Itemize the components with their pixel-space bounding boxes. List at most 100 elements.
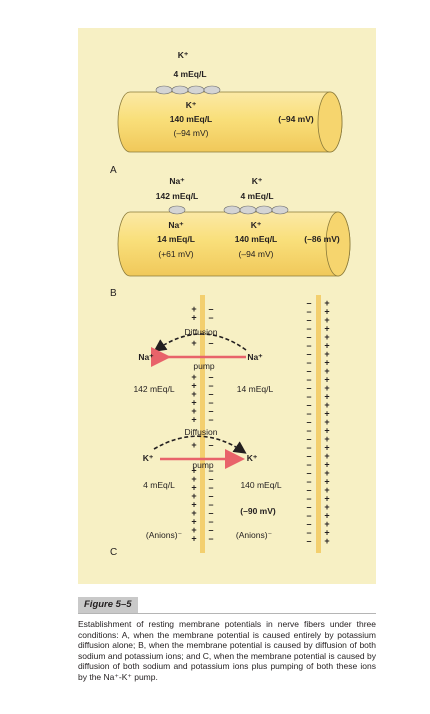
negative-charge: – [208, 483, 213, 493]
negative-charge: – [306, 375, 311, 385]
positive-charge: + [191, 525, 196, 535]
panel-c-label: C [110, 547, 117, 558]
panel-a-k-channels [155, 85, 221, 95]
positive-charge: + [324, 307, 329, 317]
negative-charge: – [306, 434, 311, 444]
panel-a-label: A [110, 165, 117, 176]
panel-b-k-outside-ion: K⁺ [252, 176, 263, 186]
positive-charge: + [324, 485, 329, 495]
panel-a-inside-conc: 140 mEq/L [170, 114, 213, 124]
negative-charge: – [306, 392, 311, 402]
negative-charge: – [306, 477, 311, 487]
negative-charge: – [306, 502, 311, 512]
negative-charge: – [306, 460, 311, 470]
negative-charge: – [306, 519, 311, 529]
negative-charge: – [208, 508, 213, 518]
panel-b-na-inside-ion: Na⁺ [168, 220, 184, 230]
negative-charge: – [306, 400, 311, 410]
positive-charge: + [324, 366, 329, 376]
positive-charge: + [191, 508, 196, 518]
negative-charge: – [306, 536, 311, 546]
figure-label: Figure 5–5 [78, 597, 138, 613]
panel-b-k-inside-ion: K⁺ [251, 220, 262, 230]
k-left-ion: K⁺ [143, 453, 154, 463]
na-channel [168, 205, 186, 215]
membrane-charges: +++++++++++++++++++–––––––––––––––––––––… [191, 298, 329, 546]
negative-charge: – [208, 415, 213, 425]
k-channel [255, 205, 273, 215]
panel-b-k-inside-conc: 140 mEq/L [235, 234, 278, 244]
positive-charge: + [324, 383, 329, 393]
negative-charge: – [208, 304, 213, 314]
panel-a-inside-potential: (–94 mV) [174, 128, 209, 138]
positive-charge: + [324, 349, 329, 359]
panel-a: K⁺ 4 mEq/L K⁺ 140 mEq/L (–94 mV) (–94 mV… [110, 50, 343, 176]
negative-charge: – [208, 500, 213, 510]
negative-charge: – [306, 494, 311, 504]
positive-charge: + [191, 415, 196, 425]
panel-b: Na⁺ 142 mEq/L K⁺ 4 mEq/L Na⁺ 14 mEq/L (+… [110, 176, 351, 299]
panel-c-right-membrane [316, 295, 321, 553]
positive-charge: + [191, 372, 196, 382]
panel-a-outside-conc: 4 mEq/L [173, 69, 206, 79]
positive-charge: + [324, 358, 329, 368]
panel-b-label: B [110, 288, 117, 299]
panel-b-na-potential: (+61 mV) [158, 249, 193, 259]
positive-charge: + [191, 398, 196, 408]
positive-charge: + [191, 500, 196, 510]
negative-charge: – [208, 389, 213, 399]
negative-charge: – [208, 440, 213, 450]
negative-charge: – [306, 315, 311, 325]
positive-charge: + [324, 400, 329, 410]
panel-b-fiber-cylinder [117, 211, 351, 277]
negative-charge: – [306, 426, 311, 436]
negative-charge: – [306, 383, 311, 393]
k-outside-conc: 4 mEq/L [143, 480, 175, 490]
positive-charge: + [324, 468, 329, 478]
anions-outside: (Anions)⁻ [146, 530, 183, 540]
panel-c-membrane-potential: (–90 mV) [240, 506, 276, 516]
positive-charge: + [324, 451, 329, 461]
negative-charge: – [208, 474, 213, 484]
k-channel [171, 85, 189, 95]
k-channel [271, 205, 289, 215]
panel-b-k-outside-conc: 4 mEq/L [240, 191, 273, 201]
anions-inside: (Anions)⁻ [236, 530, 273, 540]
k-right-ion: K⁺ [247, 453, 258, 463]
k-channel [239, 205, 257, 215]
negative-charge: – [306, 341, 311, 351]
positive-charge: + [191, 534, 196, 544]
positive-charge: + [324, 536, 329, 546]
na-inside-conc: 14 mEq/L [237, 384, 274, 394]
negative-charge: – [208, 338, 213, 348]
negative-charge: – [208, 466, 213, 476]
na-pump-label: pump [193, 361, 215, 371]
negative-charge: – [306, 468, 311, 478]
positive-charge: + [324, 375, 329, 385]
negative-charge: – [306, 349, 311, 359]
positive-charge: + [324, 426, 329, 436]
positive-charge: + [324, 519, 329, 529]
positive-charge: + [191, 304, 196, 314]
positive-charge: + [191, 389, 196, 399]
k-channel [203, 85, 221, 95]
k-pump-label: pump [192, 460, 214, 470]
positive-charge: + [324, 511, 329, 521]
panel-b-na-outside-conc: 142 mEq/L [156, 191, 199, 201]
negative-charge: – [306, 307, 311, 317]
positive-charge: + [324, 443, 329, 453]
panel-c: +++++++++++++++++++–––––––––––––––––––––… [110, 295, 330, 558]
positive-charge: + [191, 313, 196, 323]
positive-charge: + [191, 381, 196, 391]
negative-charge: – [306, 332, 311, 342]
negative-charge: – [208, 534, 213, 544]
negative-charge: – [208, 525, 213, 535]
panel-a-inside-ion: K⁺ [186, 100, 197, 110]
k-diffusion-arrow [153, 435, 247, 454]
figure-caption: Establishment of resting membrane potent… [78, 619, 376, 682]
positive-charge: + [324, 460, 329, 470]
positive-charge: + [324, 392, 329, 402]
k-channel [187, 85, 205, 95]
panel-b-na-inside-conc: 14 mEq/L [157, 234, 195, 244]
